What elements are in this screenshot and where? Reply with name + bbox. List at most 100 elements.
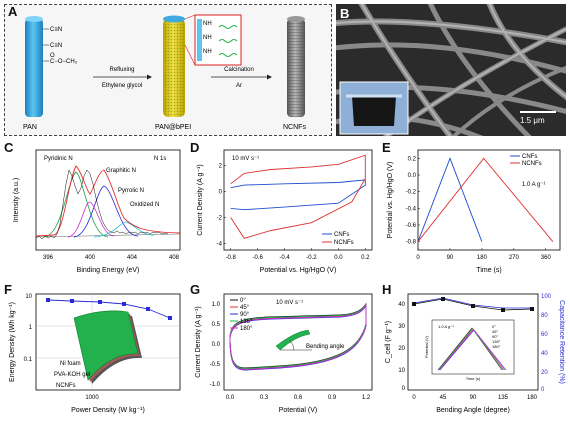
e-ytick-3: -0.2 xyxy=(406,190,417,196)
ragone-point xyxy=(98,300,102,304)
e-xtick-5: 360 xyxy=(541,255,552,261)
h-ytick-2: 30 xyxy=(398,324,405,330)
g-legend-45: 45° xyxy=(240,305,250,311)
ccell-point xyxy=(471,304,475,308)
h-ytick-r-1: 100 xyxy=(541,294,552,300)
h-ytick-5: 0 xyxy=(402,386,406,392)
ccell-point xyxy=(530,307,534,311)
panel-h-label: H xyxy=(382,282,392,297)
c-xtick-2: 400 xyxy=(85,255,96,261)
pyridinic-peak xyxy=(43,171,109,238)
g-xtick-1: 0.0 xyxy=(226,395,235,401)
e-legend-cnfs: CNFs xyxy=(522,154,537,160)
f-ytick-1: 10 xyxy=(25,294,32,300)
cv-chart: -0.8 -0.6 -0.4 -0.2 0.0 0.2 2 0 -2 -4 Potential v… xyxy=(197,149,373,274)
d-legend-ncnfs: NCNFs xyxy=(334,240,354,246)
ccell-point xyxy=(441,297,445,301)
inset-gcd-180 xyxy=(439,329,506,371)
e-xtick-1: 0 xyxy=(416,255,420,261)
c-ylabel: Intensity (a.u.) xyxy=(13,178,20,222)
ncnfs-label: NCNFs xyxy=(283,124,306,131)
panel-e: 0 90 180 270 360 0.2 0.0 -0.2 -0.4 -0.6 -0.8 Time … xyxy=(382,140,566,280)
g-legend-180: 180° xyxy=(240,326,253,332)
d-ytick-1: 2 xyxy=(219,164,223,170)
d-ytick-2: 0 xyxy=(219,190,223,196)
c-xtick-1: 396 xyxy=(43,255,54,261)
cv-180deg xyxy=(229,304,367,370)
inset-nh-1: NH xyxy=(203,21,212,27)
h-inset-ylabel: Potential (V) xyxy=(424,335,429,358)
h-ytick-r-6: 0 xyxy=(541,387,545,393)
h-inset-legend-180: 180° xyxy=(492,344,501,349)
graphitic-peak xyxy=(73,185,139,238)
h-ylabel-right: Capacitance Retention (%) xyxy=(558,300,565,384)
h-xtick-3: 90 xyxy=(470,395,477,401)
gcd-chart: 0 90 180 270 360 0.2 0.0 -0.2 -0.4 -0.6 -0.8 Time … xyxy=(387,149,561,274)
panel-d-label: D xyxy=(190,140,200,155)
g-xlabel: Potential (V) xyxy=(279,407,318,414)
panel-g-label: G xyxy=(190,282,201,297)
g-rate: 10 mV s⁻¹ xyxy=(276,300,303,306)
g-xtick-5: 1.2 xyxy=(362,395,371,401)
h-xtick-2: 45 xyxy=(440,395,447,401)
h-xtick-4: 135 xyxy=(498,395,509,401)
d-series-cnfs xyxy=(230,179,366,211)
g-ytick-1: 1.0 xyxy=(212,302,221,308)
chem-label-3: O xyxy=(50,53,55,59)
c-xtick-4: 408 xyxy=(169,255,180,261)
panel-c: 396 400 404 408 Binding Energy (eV) Inte… xyxy=(4,140,186,280)
ccell-point xyxy=(412,302,416,306)
e-ylabel: Potential vs. Hg/HgO (V) xyxy=(387,162,394,239)
chem-label-1: C≡N xyxy=(50,27,62,33)
inset-gcd-135 xyxy=(438,328,504,371)
panel-f: Ni foam PVA-KOH gel NCNFs 10 1 0.1 1000 … xyxy=(4,282,186,420)
ragone-chart: Ni foam PVA-KOH gel NCNFs 10 1 0.1 1000 … xyxy=(9,293,181,414)
peak-label-graphitic: Graphitic N xyxy=(106,168,136,174)
ragone-point xyxy=(168,316,172,320)
h-ylabel: C_cell (F g⁻¹) xyxy=(385,321,392,363)
f-xtick: 1000 xyxy=(85,395,99,401)
e-ytick-6: -0.8 xyxy=(406,240,417,246)
g-legend-90: 90° xyxy=(240,312,250,318)
panel-h: 1.0 A g⁻¹ 0° 45° 90° 135° 180° Time (s) … xyxy=(382,282,566,420)
retention-chart: 1.0 A g⁻¹ 0° 45° 90° 135° 180° Time (s) … xyxy=(385,293,565,414)
e-rate: 1.0 A g⁻¹ xyxy=(522,182,546,188)
inset-nh-2: NH xyxy=(203,35,212,41)
pan-label: PAN xyxy=(23,124,37,131)
d-xtick-1: -0.8 xyxy=(226,255,237,261)
c-xtick-3: 404 xyxy=(127,255,138,261)
panel-f-label: F xyxy=(4,282,12,297)
xps-chart: 396 400 404 408 Binding Energy (eV) Inte… xyxy=(13,149,181,274)
ragone-line xyxy=(47,299,171,319)
layer-pva-koh: PVA-KOH gel xyxy=(54,372,90,378)
pan-cylinder xyxy=(25,19,43,117)
pan-bpei-label: PAN@bPEI xyxy=(155,124,191,131)
ncnfs-layer xyxy=(73,310,139,381)
step2-top: Calcination xyxy=(224,67,254,73)
h-xlabel: Bending Angle (degree) xyxy=(436,407,510,414)
e-xtick-2: 90 xyxy=(447,255,454,261)
panel-b: 1.5 μm B xyxy=(336,4,566,136)
ragone-point xyxy=(46,298,50,302)
h-ytick-r-2: 80 xyxy=(541,313,548,319)
g-inset-label: Bending angle xyxy=(306,344,345,350)
e-xtick-3: 180 xyxy=(477,255,488,261)
h-ytick-4: 10 xyxy=(398,368,405,374)
h-xtick-1: 0 xyxy=(412,395,416,401)
panel-c-label: C xyxy=(4,140,14,155)
chem-label-4: C−O−CH₃ xyxy=(50,59,78,65)
e-ytick-4: -0.4 xyxy=(406,206,417,212)
peak-label-pyridinic: Pyridinic N xyxy=(44,156,73,162)
g-xtick-2: 0.3 xyxy=(260,395,269,401)
bending-illustration xyxy=(275,329,311,351)
layer-ncnfs: NCNFs xyxy=(56,383,76,389)
inset-nh-3: NH xyxy=(203,49,212,55)
peak-label-pyrrolic: Pyrrolic N xyxy=(118,188,144,194)
h-inset-xlabel: Time (s) xyxy=(466,376,481,381)
ragone-point xyxy=(70,299,74,303)
d-ytick-4: -4 xyxy=(217,242,223,248)
panel-a-schematic: C≡N C≡N O C−O−CH₃ PAN Refluxing Ethylene… xyxy=(23,14,306,131)
e-ytick-2: 0.0 xyxy=(408,173,417,179)
f-ylabel: Energy Density (Wh kg⁻¹) xyxy=(9,302,16,382)
ragone-point xyxy=(122,302,126,306)
